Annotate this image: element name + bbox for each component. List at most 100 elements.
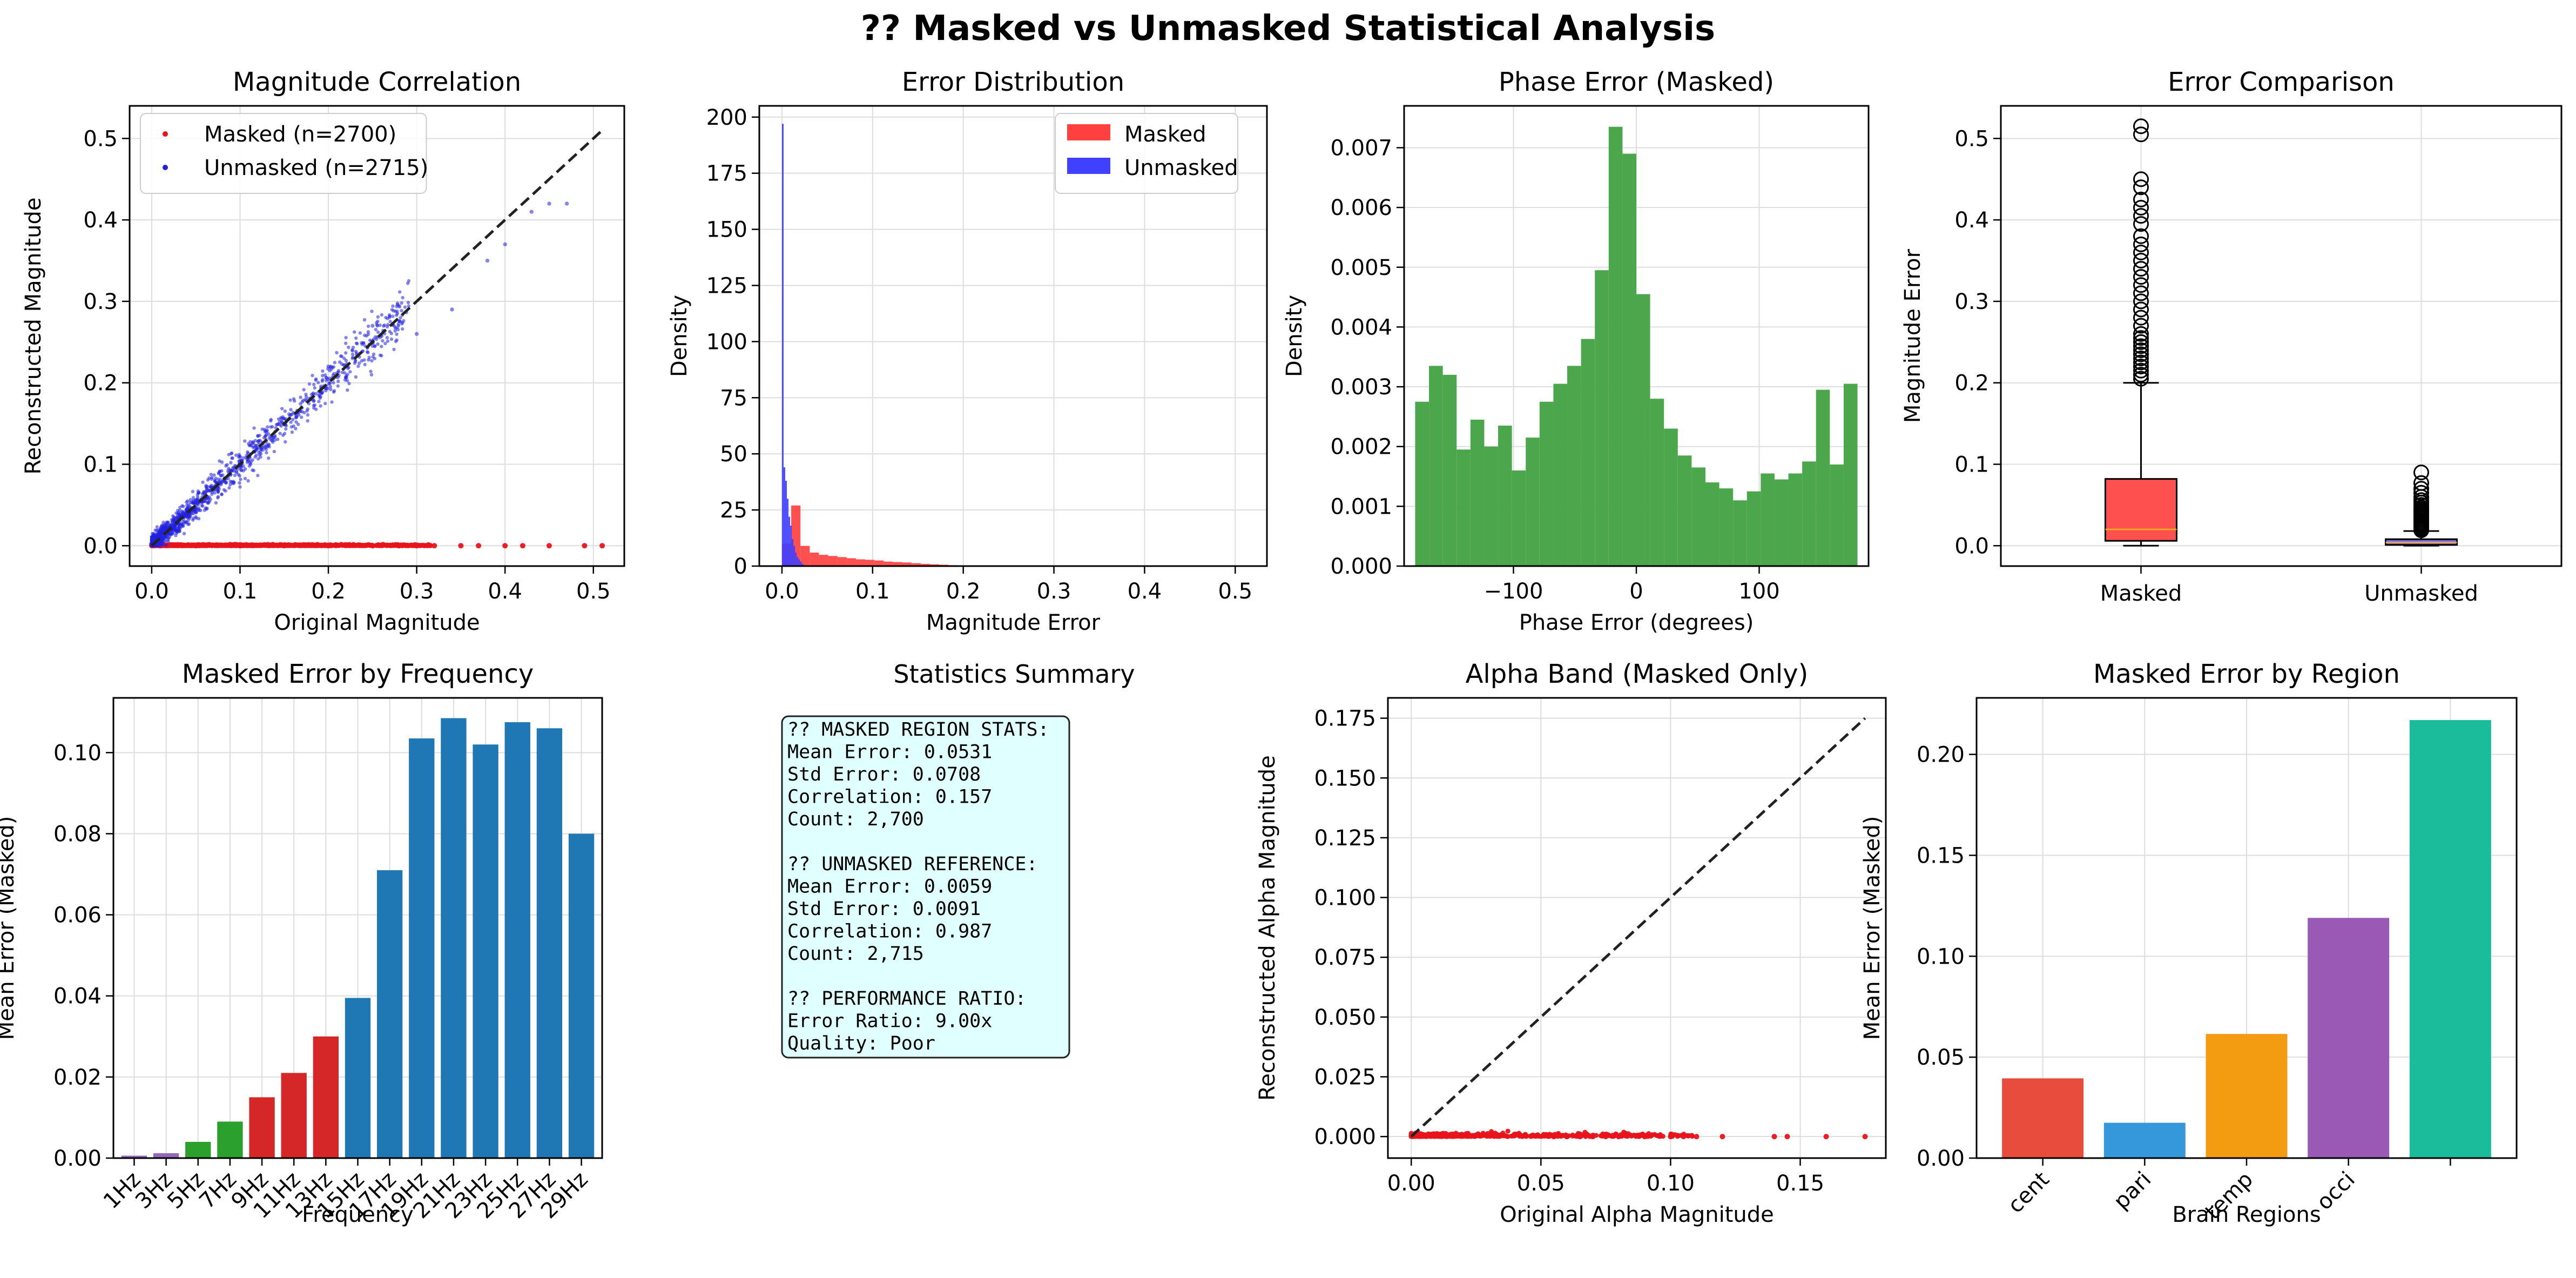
x-axis-label: Frequency: [302, 1202, 414, 1227]
y-tick-label: 0.00: [1917, 1146, 1965, 1171]
y-tick-label: 0.000: [1314, 1125, 1376, 1149]
scatter-point: [362, 333, 367, 337]
scatter-point: [332, 381, 335, 385]
scatter-point: [191, 489, 195, 494]
bar: [345, 998, 371, 1158]
histogram-bar: [785, 481, 787, 566]
scatter-point: [201, 491, 205, 495]
scatter-point: [155, 525, 159, 529]
scatter-point: [194, 510, 198, 514]
scatter-point: [353, 358, 358, 362]
scatter-point: [289, 408, 293, 412]
scatter-point: [1681, 1134, 1687, 1140]
scatter-point: [348, 370, 352, 374]
scatter-point: [224, 489, 227, 493]
y-tick-label: 0.005: [1330, 255, 1392, 280]
axes-frame: [2000, 105, 2562, 567]
histogram-bar: [1788, 473, 1803, 566]
y-tick-label: 0.08: [53, 822, 102, 846]
axes-frame: [112, 697, 603, 1159]
scatter-point: [278, 432, 282, 435]
scatter-point: [1447, 1133, 1452, 1139]
box-outlier: [2413, 465, 2429, 481]
box-outlier: [2413, 475, 2429, 491]
stats-line: ?? PERFORMANCE RATIO:: [787, 988, 1027, 1010]
box-outlier: [2133, 359, 2149, 375]
y-tick-label: 100: [706, 329, 747, 354]
scatter-point: [370, 310, 374, 313]
scatter-point: [375, 337, 379, 341]
histogram-bar: [1456, 449, 1471, 566]
y-tick-label: 0.04: [53, 984, 102, 1009]
scatter-point: [220, 460, 224, 464]
scatter-point: [1483, 1133, 1489, 1139]
scatter-point: [369, 373, 374, 377]
scatter-point: [1564, 1134, 1570, 1140]
stats-line: Std Error: 0.0091: [787, 898, 981, 920]
box-outlier: [2133, 338, 2149, 354]
x-tick-label: 0.00: [1387, 1171, 1435, 1196]
scatter-point: [397, 290, 402, 294]
scatter-point: [344, 341, 348, 345]
y-tick-label: 0: [734, 554, 747, 579]
scatter-point: [356, 542, 361, 548]
scatter-point: [314, 407, 318, 411]
scatter-point: [188, 497, 192, 502]
scatter-point: [371, 355, 375, 359]
scatter-point: [392, 309, 395, 313]
scatter-point: [1442, 1132, 1447, 1137]
bar: [2308, 918, 2390, 1158]
scatter-point: [218, 469, 221, 473]
histogram-bar: [810, 553, 819, 566]
scatter-point: [346, 388, 349, 392]
histogram-bar: [1746, 491, 1761, 566]
scatter-point: [400, 327, 404, 331]
box-outlier: [2133, 191, 2149, 207]
scatter-point: [227, 486, 231, 490]
scatter-point: [284, 427, 288, 431]
x-tick-label: 0.3: [1037, 579, 1071, 604]
histogram-bar: [1429, 366, 1443, 566]
stats-line: Error Ratio: 9.00x: [787, 1011, 992, 1032]
scatter-point: [1453, 1131, 1459, 1136]
box-outlier: [2133, 330, 2149, 346]
scatter-point: [330, 400, 334, 404]
scatter-point: [375, 323, 379, 327]
y-tick-label: 0.10: [53, 741, 102, 765]
scatter-point: [230, 451, 234, 455]
y-tick-label: 0.10: [1917, 944, 1965, 969]
scatter-point: [212, 473, 216, 477]
x-tick-label: 0.1: [223, 579, 258, 604]
scatter-point: [247, 443, 251, 447]
histogram-bar: [792, 539, 794, 566]
scatter-point: [254, 453, 258, 458]
histogram-bar: [1705, 482, 1719, 566]
scatter-point: [239, 477, 242, 481]
axes-frame: [1975, 697, 2518, 1159]
x-tick-label: 0.05: [1517, 1171, 1565, 1196]
panel-title: Alpha Band (Masked Only): [1466, 659, 1809, 689]
bar: [504, 722, 530, 1158]
scatter-point: [1611, 1133, 1617, 1138]
box-outlier: [2413, 485, 2429, 501]
scatter-point: [366, 324, 370, 328]
box-body: [2105, 478, 2177, 542]
scatter-point: [291, 418, 295, 422]
scatter-point: [243, 467, 247, 471]
scatter-point: [431, 543, 437, 549]
histogram-bar: [1415, 401, 1429, 566]
histogram-bar: [788, 516, 791, 566]
x-tick-label: 0.3: [400, 579, 434, 604]
scatter-point: [272, 449, 277, 454]
histogram-bar: [1830, 464, 1844, 566]
scatter-point: [276, 438, 280, 441]
scatter-point: [174, 511, 178, 515]
y-tick-label: 0.001: [1330, 494, 1392, 519]
legend-marker: [163, 165, 168, 170]
scatter-point: [300, 400, 304, 404]
y-axis-label: Magnitude Error: [1900, 248, 1925, 423]
scatter-point: [400, 308, 403, 313]
panel-title: Masked Error by Frequency: [182, 659, 534, 689]
scatter-point: [333, 361, 337, 365]
scatter-point: [262, 436, 266, 440]
